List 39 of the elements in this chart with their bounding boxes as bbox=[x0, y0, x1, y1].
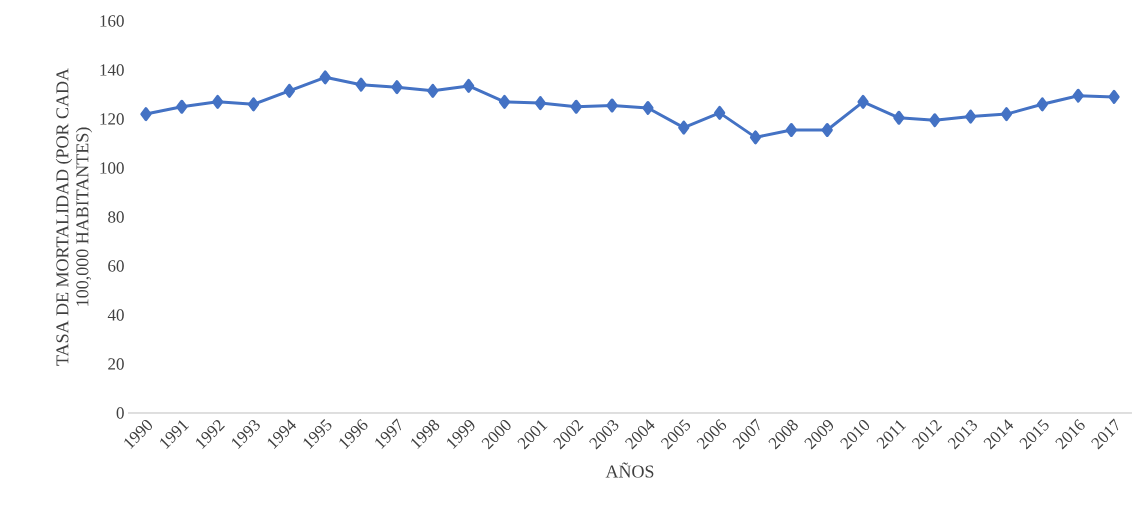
y-tick-label: 120 bbox=[100, 113, 124, 125]
point bbox=[1072, 88, 1084, 103]
point bbox=[427, 83, 439, 98]
point bbox=[247, 97, 260, 112]
y-tick-label: 0 bbox=[116, 407, 124, 419]
point bbox=[498, 94, 511, 109]
point bbox=[642, 100, 654, 115]
y-tick-label: 40 bbox=[107, 309, 124, 321]
point bbox=[1000, 107, 1013, 122]
y-axis-title: TASA DE MORTALIDAD (POR CADA 100,000 HABITANTES) bbox=[55, 68, 93, 366]
point bbox=[714, 105, 726, 120]
point bbox=[749, 130, 762, 145]
point bbox=[140, 107, 152, 122]
point bbox=[212, 94, 224, 109]
point bbox=[534, 96, 546, 111]
y-tick-label: 20 bbox=[108, 358, 124, 370]
point bbox=[606, 98, 618, 113]
point bbox=[463, 78, 475, 93]
point bbox=[857, 94, 869, 109]
point bbox=[176, 99, 188, 114]
point bbox=[785, 123, 797, 138]
point bbox=[283, 83, 295, 98]
y-tick-label: 160 bbox=[100, 15, 124, 27]
point bbox=[570, 99, 582, 114]
point bbox=[965, 109, 977, 124]
point bbox=[319, 70, 331, 85]
y-tick-label: 60 bbox=[108, 260, 124, 272]
point bbox=[821, 123, 833, 138]
point bbox=[1108, 89, 1120, 104]
y-tick-label: 80 bbox=[108, 211, 124, 223]
point bbox=[893, 110, 905, 125]
point bbox=[678, 120, 690, 135]
y-tick-label: 140 bbox=[100, 64, 124, 76]
point bbox=[1036, 97, 1048, 112]
point bbox=[391, 80, 403, 95]
point bbox=[355, 77, 367, 92]
x-axis-title: AÑOS bbox=[605, 462, 654, 478]
y-tick-label: 100 bbox=[100, 162, 124, 174]
point bbox=[929, 113, 941, 128]
